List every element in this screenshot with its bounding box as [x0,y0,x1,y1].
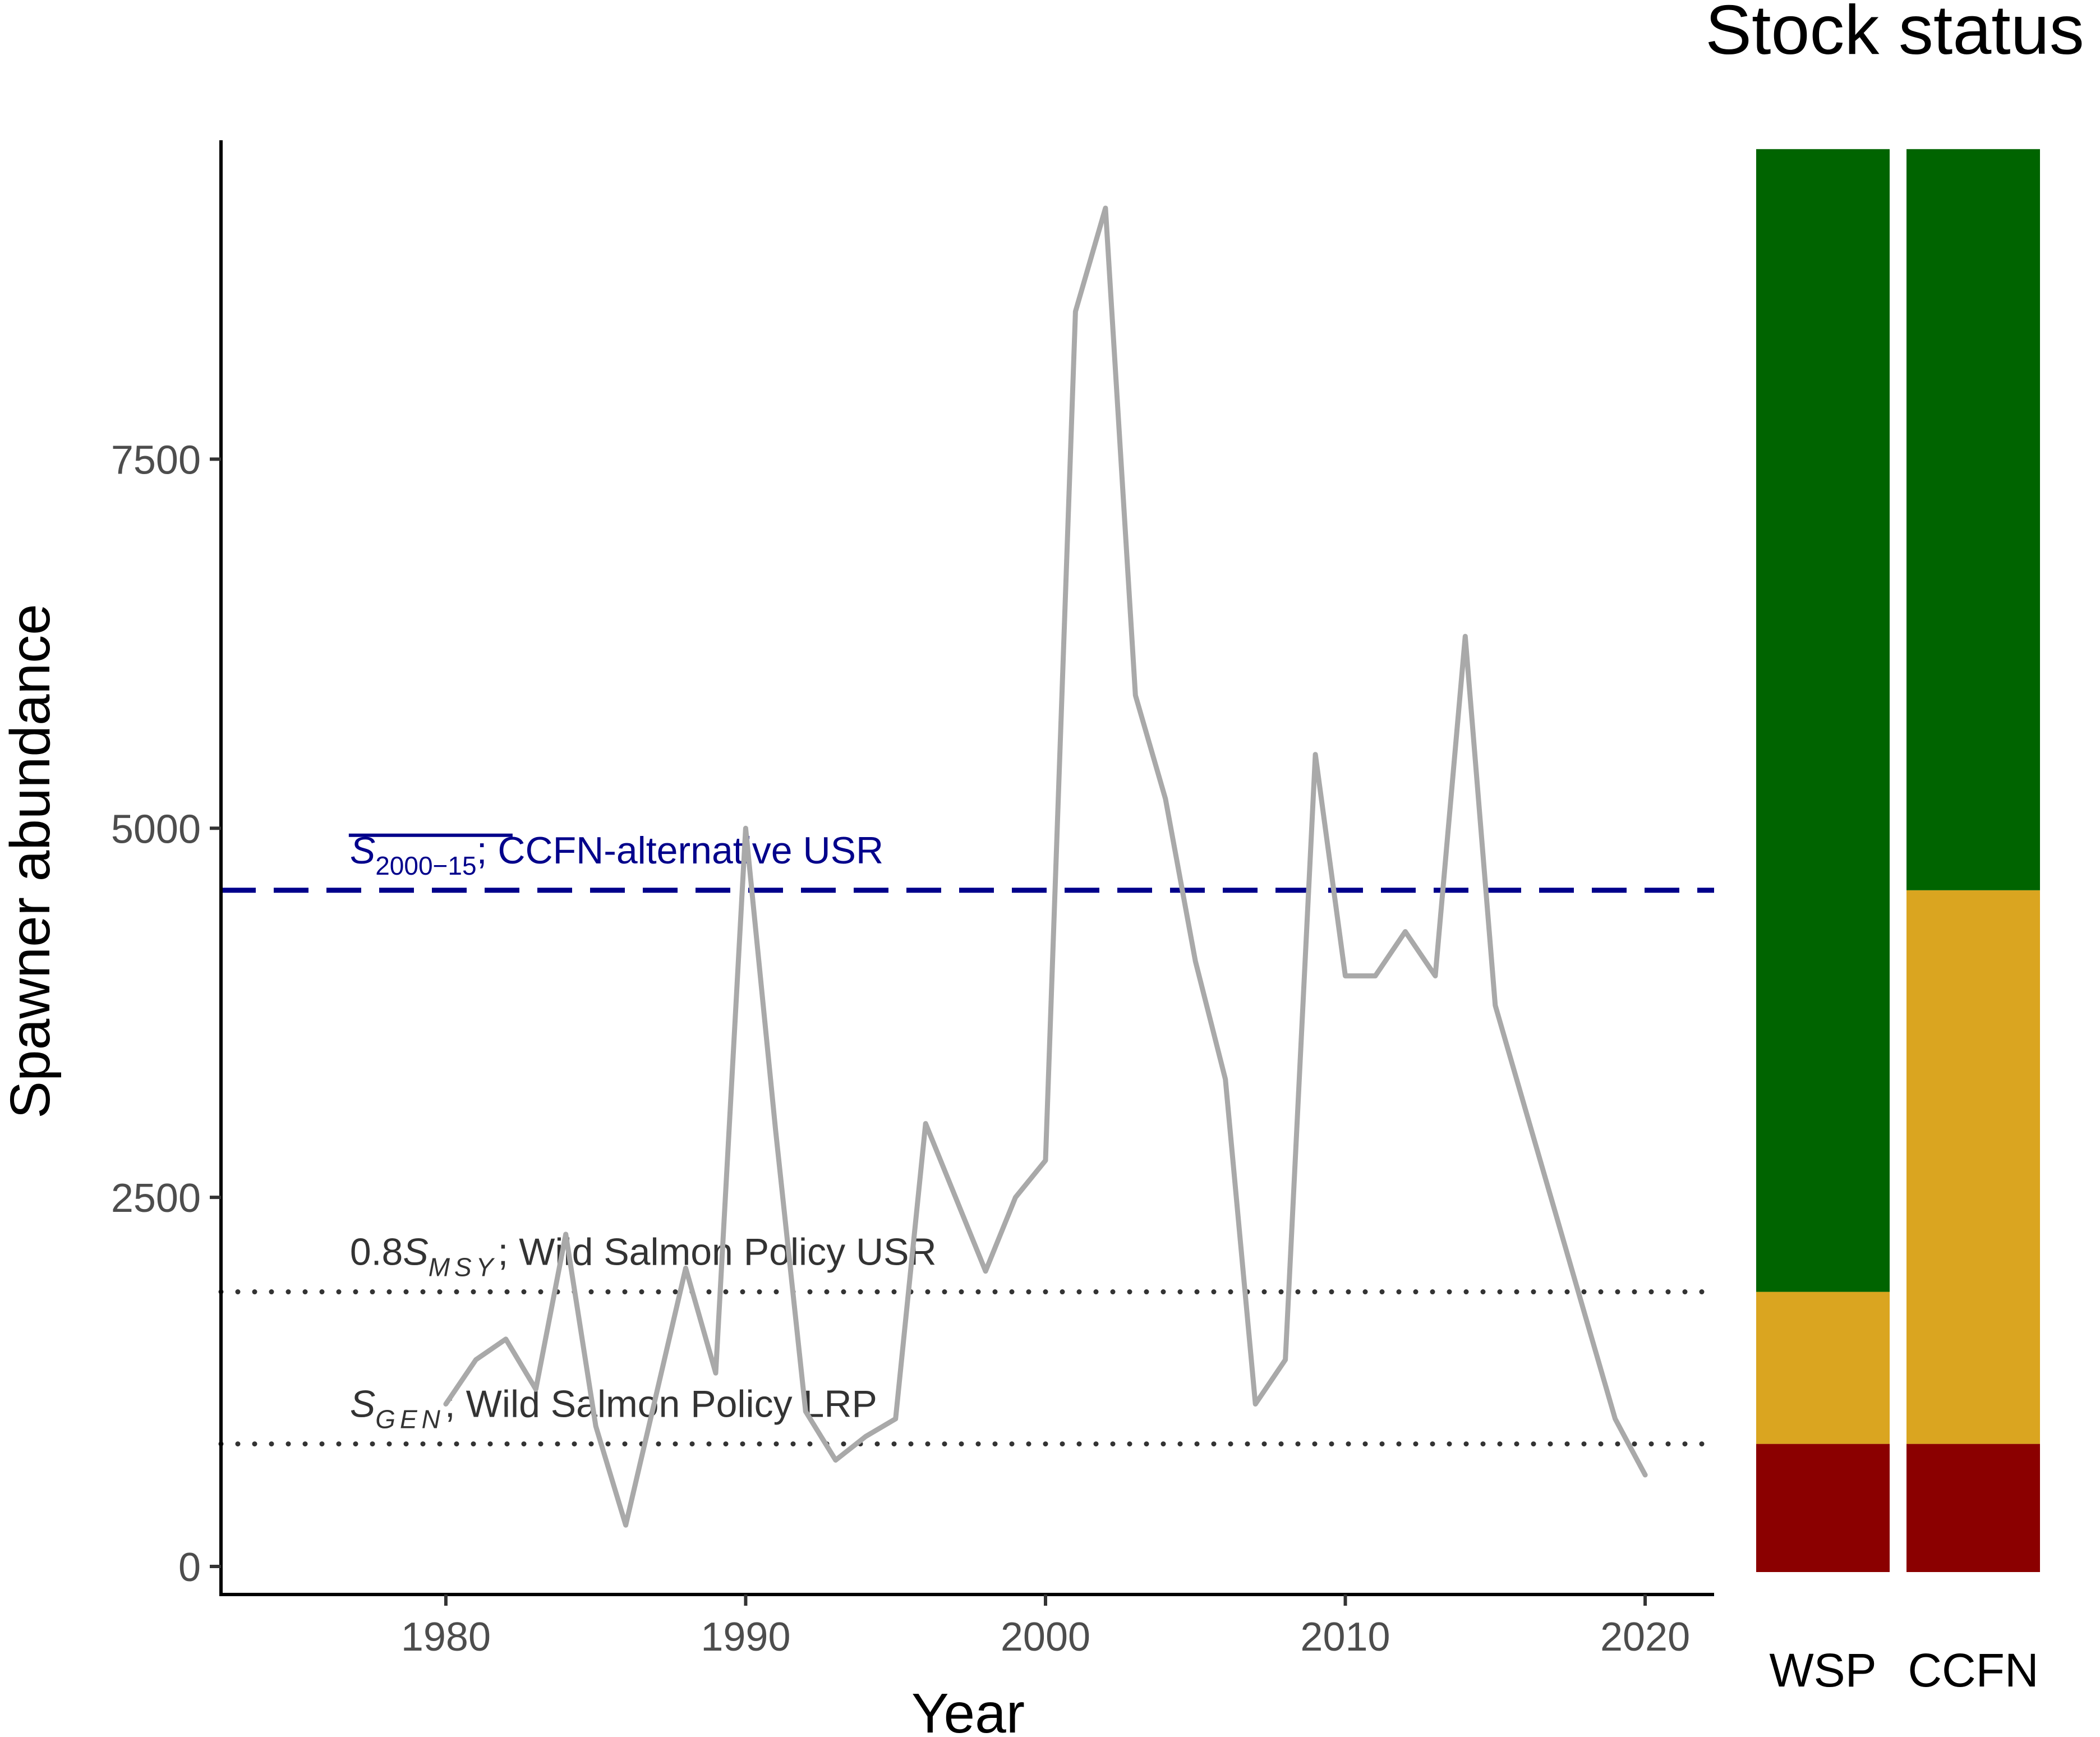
reference-lines [218,888,1717,1447]
data-point [773,1128,779,1134]
reference-label-text: ; CCFN-alternative USR [477,829,883,872]
data-point [623,1522,629,1528]
x-tick-label: 1990 [701,1615,790,1660]
data-point [833,1458,839,1463]
data-point [1013,1194,1019,1200]
y-tick-label: 0 [178,1545,201,1590]
data-point [1402,929,1408,935]
data-point [1582,1313,1588,1318]
data-point [1252,1401,1258,1407]
reference-label-subscript: GEN [375,1405,445,1434]
data-point [1493,1003,1498,1008]
y-tick-label: 7500 [111,438,201,482]
data-point [563,1231,569,1237]
status-bar-label-ccfn: CCFN [1908,1644,2038,1697]
data-point [1223,1077,1228,1082]
status-bar-wsp-amber-zone [1756,1292,1890,1444]
status-bar-ccfn-green-zone [1906,149,2040,890]
status-bar-ccfn-red-zone [1906,1444,2040,1572]
x-tick-label: 2010 [1300,1615,1390,1660]
data-point [1072,309,1078,314]
spawner-abundance-line [443,205,1648,1528]
data-point [1283,1357,1288,1363]
reference-label-lrp: SGEN; Wild Salmon Policy LRP [350,1383,877,1434]
reference-label-subscript: MSY [429,1253,498,1282]
data-point [1043,1157,1048,1163]
data-point [473,1357,478,1363]
data-point [1553,1209,1558,1215]
reference-label-symbol: S [350,1383,375,1426]
data-point [1103,205,1108,211]
data-point [1613,1416,1618,1422]
status-bar-wsp-red-zone [1756,1444,1890,1572]
data-point [1373,973,1378,978]
y-tick-label: 2500 [111,1176,201,1221]
x-axis-ticks: 1980 1990 2000 2010 2020 [401,1594,1690,1660]
data-point [803,1409,808,1414]
data-point [683,1265,689,1271]
data-point [1192,958,1198,964]
data-point [893,1416,899,1422]
data-point [653,1394,658,1399]
status-bar-wsp-green-zone [1756,149,1890,1292]
reference-label-prefix: 0.8 [350,1231,403,1274]
x-tick-label: 1980 [401,1615,491,1660]
data-point [1132,692,1138,698]
data-point [983,1269,988,1274]
data-point [1343,973,1348,978]
data-point [743,825,748,831]
data-point [593,1423,598,1429]
stock-status-labels: WSP CCFN [1769,1644,2038,1697]
x-axis-title: Year [911,1682,1025,1737]
data-point [1433,973,1438,978]
data-point [863,1433,868,1439]
status-bar-ccfn-amber-zone [1906,890,2040,1444]
stock-status-title: Stock status [1705,0,2084,69]
data-point [1163,796,1168,802]
data-point [533,1386,538,1392]
data-point [1312,752,1318,757]
x-tick-label: 2000 [1001,1615,1090,1660]
y-axis-title: Spawner abundance [0,604,62,1118]
data-point [1462,633,1468,639]
reference-label-usr: 0.8SMSY; Wild Salmon Policy USR [350,1231,937,1282]
data-point [443,1401,449,1407]
data-point [953,1194,959,1200]
x-tick-label: 2020 [1600,1615,1690,1660]
y-tick-label: 5000 [111,807,201,852]
data-point [1642,1472,1648,1478]
reference-label-subscript: 2000−15 [375,851,476,880]
data-point [503,1336,509,1342]
y-axis-ticks: 0 2500 5000 7500 [111,438,221,1590]
stock-status-panel: Stock status WSP CCFN [1705,0,2084,1697]
reference-label-symbol: S [403,1231,428,1274]
data-point [923,1121,928,1127]
stock-status-bars [1756,149,2040,1572]
status-bar-label-wsp: WSP [1769,1644,1876,1697]
reference-label-ccfn: S2000−15; CCFN-alternative USR [350,829,883,880]
data-point [713,1370,719,1376]
data-point [1522,1106,1528,1111]
